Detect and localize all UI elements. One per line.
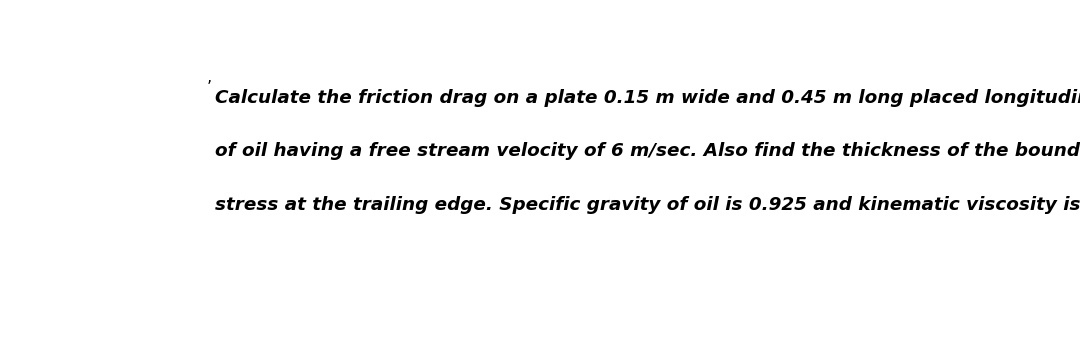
Text: Calculate the friction drag on a plate 0.15 m wide and 0.45 m long placed longit: Calculate the friction drag on a plate 0… <box>215 89 1080 106</box>
Text: ’: ’ <box>206 80 212 95</box>
Text: of oil having a free stream velocity of 6 m/sec. Also find the thickness of the : of oil having a free stream velocity of … <box>215 142 1080 160</box>
Text: stress at the trailing edge. Specific gravity of oil is 0.925 and kinematic visc: stress at the trailing edge. Specific gr… <box>215 196 1080 214</box>
